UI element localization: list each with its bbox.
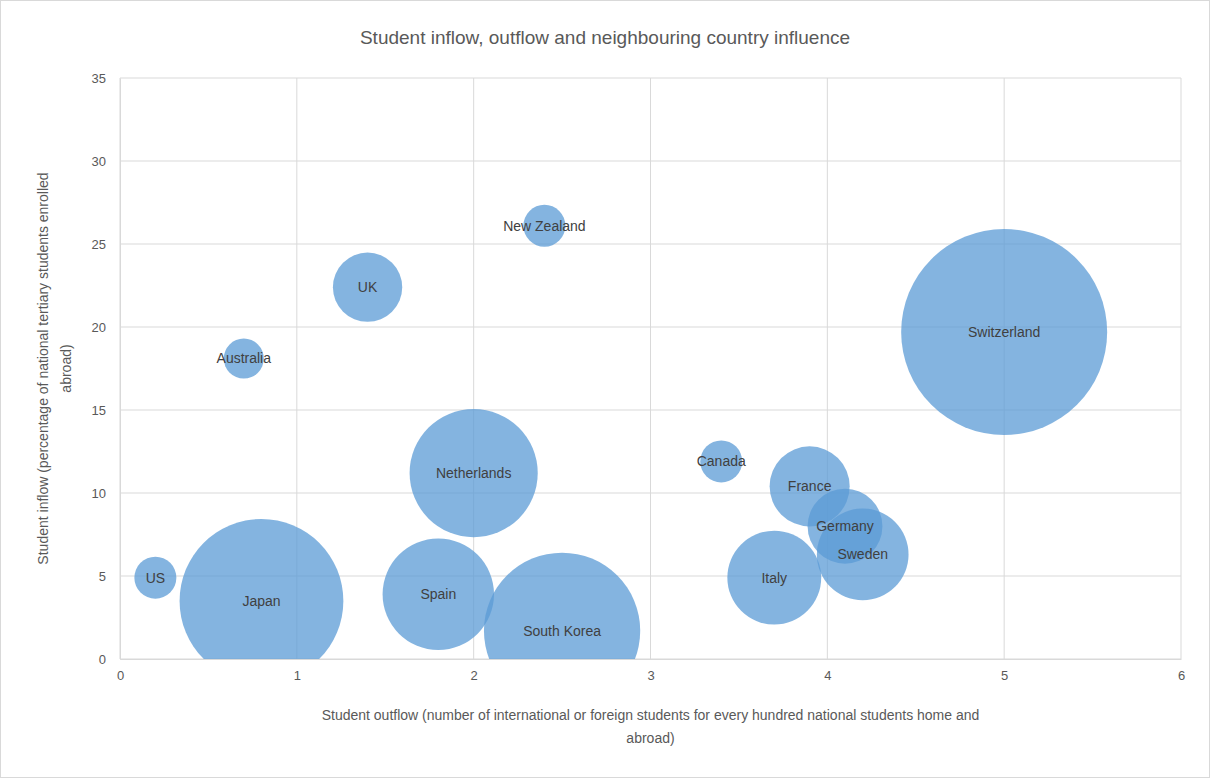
bubble	[901, 229, 1107, 435]
bubble	[817, 509, 909, 601]
y-tick: 35	[92, 71, 120, 86]
bubble-label: Italy	[761, 570, 787, 586]
grid-line-x	[1181, 78, 1182, 659]
x-tick-label: 6	[1178, 668, 1185, 683]
grid-line-y	[120, 161, 1181, 162]
chart-title: Student inflow, outflow and neighbouring…	[360, 27, 850, 48]
x-tick: 6	[1178, 659, 1185, 683]
y-tick-label: 10	[92, 486, 106, 501]
y-tick: 30	[92, 154, 120, 169]
y-tick: 25	[92, 237, 120, 252]
x-axis: 0 1 2 3 4 5 6	[117, 659, 1185, 683]
y-axis-title: Student inflow (percentage of national t…	[35, 172, 74, 564]
x-axis-title-line: Student outflow (number of international…	[322, 707, 980, 723]
x-axis-title: Student outflow (number of international…	[322, 707, 980, 746]
x-tick: 2	[471, 659, 478, 683]
x-tick: 1	[294, 659, 301, 683]
y-tick-label: 0	[99, 652, 106, 667]
y-tick-label: 30	[92, 154, 106, 169]
x-tick-label: 5	[1001, 668, 1008, 683]
bubble	[484, 553, 640, 659]
bubble-label: Sweden	[837, 546, 888, 562]
x-tick-label: 3	[647, 668, 654, 683]
bubble-label: Netherlands	[436, 465, 512, 481]
bubble	[410, 409, 538, 537]
bubble	[727, 531, 821, 625]
bubble-label: US	[146, 570, 165, 586]
bubble-labels: US Japan Australia UK Spain Netherlands South …	[146, 218, 1041, 639]
bubble-label: UK	[358, 279, 378, 295]
y-tick: 0	[99, 652, 120, 667]
grid-line-y	[120, 78, 1181, 79]
chart: 0 1 2 3 4 5 6 0 5 10 15 20 25 30 35 US Japan Australia UK S…	[0, 0, 1210, 778]
y-axis-title-line: Student inflow (percentage of national t…	[35, 172, 51, 564]
grid-line-y	[120, 493, 1181, 494]
x-tick: 4	[824, 659, 831, 683]
bubble-label: Spain	[420, 586, 456, 602]
bubble-label: South Korea	[523, 623, 601, 639]
bubble	[383, 539, 494, 650]
y-axis-line	[120, 79, 121, 660]
bubble-label: France	[788, 478, 832, 494]
y-tick: 10	[92, 486, 120, 501]
grid-line-x	[120, 78, 121, 659]
y-tick-label: 35	[92, 71, 106, 86]
x-tick: 0	[117, 659, 124, 683]
x-axis-line	[121, 659, 1182, 660]
y-axis-title-line: abroad)	[58, 344, 74, 392]
x-tick-label: 1	[294, 668, 301, 683]
bubble-label: Australia	[217, 350, 272, 366]
bubble-label: Switzerland	[968, 324, 1040, 340]
bubble-label: Japan	[242, 593, 280, 609]
y-tick-label: 25	[92, 237, 106, 252]
y-tick: 20	[92, 320, 120, 335]
bubbles	[134, 205, 1107, 659]
bubble-label: New Zealand	[503, 218, 586, 234]
bubble-label: Canada	[697, 453, 746, 469]
x-axis-title-line: abroad)	[626, 730, 674, 746]
x-tick: 5	[1001, 659, 1008, 683]
x-tick-label: 0	[117, 668, 124, 683]
y-tick-label: 5	[99, 569, 106, 584]
bubble-label: Germany	[816, 518, 874, 534]
y-axis: 0 5 10 15 20 25 30 35	[92, 71, 121, 667]
bubble	[333, 253, 402, 322]
bubble	[180, 519, 344, 659]
y-tick-label: 15	[92, 403, 106, 418]
y-tick: 5	[99, 569, 120, 584]
chart-border	[1, 1, 1210, 778]
grid-line-x	[650, 78, 651, 659]
y-tick: 15	[92, 403, 120, 418]
x-tick: 3	[647, 659, 654, 683]
y-tick-label: 20	[92, 320, 106, 335]
x-tick-label: 2	[471, 668, 478, 683]
x-tick-label: 4	[824, 668, 831, 683]
bubble	[134, 557, 176, 599]
